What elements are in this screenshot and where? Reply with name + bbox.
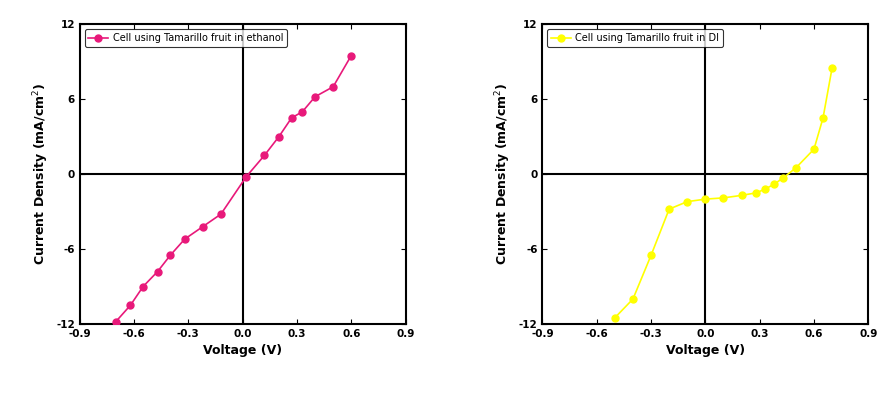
Cell using Tamarillo fruit in DI	[627, 296, 638, 301]
Cell using Tamarillo fruit in ethanol	[241, 174, 252, 179]
Cell using Tamarillo fruit in ethanol	[297, 109, 307, 114]
Cell using Tamarillo fruit in DI	[769, 182, 780, 187]
Cell using Tamarillo fruit in DI	[700, 197, 711, 202]
Cell using Tamarillo fruit in ethanol	[328, 84, 338, 89]
Cell using Tamarillo fruit in DI	[719, 196, 729, 200]
Cell using Tamarillo fruit in ethanol	[180, 237, 190, 241]
Cell using Tamarillo fruit in DI	[790, 166, 801, 171]
Legend: Cell using Tamarillo fruit in DI: Cell using Tamarillo fruit in DI	[548, 29, 723, 47]
X-axis label: Voltage (V): Voltage (V)	[665, 344, 745, 358]
Legend: Cell using Tamarillo fruit in ethanol: Cell using Tamarillo fruit in ethanol	[84, 29, 287, 47]
Cell using Tamarillo fruit in ethanol	[125, 303, 136, 308]
Cell using Tamarillo fruit in ethanol	[215, 212, 226, 217]
Y-axis label: Current Density (mA/cm$^2$): Current Density (mA/cm$^2$)	[31, 83, 51, 265]
Cell using Tamarillo fruit in DI	[760, 187, 771, 192]
Cell using Tamarillo fruit in ethanol	[310, 94, 321, 99]
Cell using Tamarillo fruit in DI	[682, 199, 693, 204]
Cell using Tamarillo fruit in ethanol	[259, 153, 269, 158]
Cell using Tamarillo fruit in DI	[809, 147, 820, 151]
Cell using Tamarillo fruit in DI	[827, 66, 837, 70]
Cell using Tamarillo fruit in ethanol	[274, 134, 284, 139]
Cell using Tamarillo fruit in DI	[778, 175, 789, 180]
Cell using Tamarillo fruit in ethanol	[152, 269, 163, 274]
Cell using Tamarillo fruit in DI	[646, 253, 657, 258]
Cell using Tamarillo fruit in ethanol	[165, 253, 175, 258]
Cell using Tamarillo fruit in DI	[750, 190, 761, 195]
Cell using Tamarillo fruit in DI	[736, 193, 747, 198]
Cell using Tamarillo fruit in ethanol	[138, 284, 149, 289]
Cell using Tamarillo fruit in DI	[818, 115, 828, 120]
Line: Cell using Tamarillo fruit in DI: Cell using Tamarillo fruit in DI	[611, 64, 835, 321]
Cell using Tamarillo fruit in ethanol	[286, 115, 297, 120]
Cell using Tamarillo fruit in ethanol	[198, 224, 208, 229]
Cell using Tamarillo fruit in ethanol	[346, 53, 356, 58]
Y-axis label: Current Density (mA/cm$^2$): Current Density (mA/cm$^2$)	[494, 83, 513, 265]
X-axis label: Voltage (V): Voltage (V)	[203, 344, 283, 358]
Cell using Tamarillo fruit in ethanol	[111, 319, 121, 324]
Cell using Tamarillo fruit in DI	[664, 207, 674, 211]
Cell using Tamarillo fruit in DI	[610, 315, 620, 320]
Line: Cell using Tamarillo fruit in ethanol: Cell using Tamarillo fruit in ethanol	[113, 52, 354, 325]
